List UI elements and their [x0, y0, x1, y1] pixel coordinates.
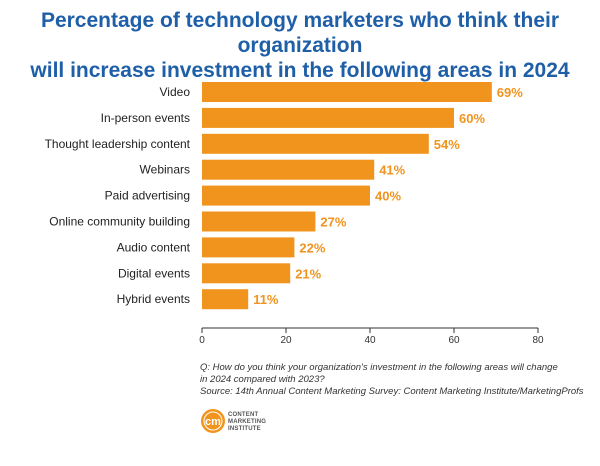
bar — [202, 107, 454, 128]
bar — [202, 237, 295, 258]
value-label: 11% — [253, 292, 279, 307]
category-label: Audio content — [117, 240, 191, 254]
value-label: 54% — [434, 137, 460, 152]
cmi-logo-wordmark: CONTENT MARKETING INSTITUTE — [228, 412, 266, 433]
x-tick-label: 0 — [199, 335, 205, 346]
bar — [202, 185, 370, 206]
category-label: Thought leadership content — [45, 137, 191, 151]
category-label: In-person events — [101, 111, 190, 125]
chart-title-line-2: will increase investment in the followin… — [30, 59, 570, 82]
category-label: Online community building — [49, 215, 190, 229]
logo-word-3: INSTITUTE — [228, 426, 261, 432]
value-label: 69% — [497, 85, 523, 100]
value-label: 21% — [295, 266, 321, 281]
cmi-logo-icon: cm — [201, 409, 225, 433]
chart-title-line-1: Percentage of technology marketers who t… — [40, 9, 560, 57]
value-label: 40% — [375, 189, 401, 204]
bar — [202, 289, 249, 310]
x-tick-label: 60 — [448, 335, 460, 346]
svg-text:cm: cm — [205, 416, 221, 428]
bar — [202, 211, 316, 232]
x-tick-label: 20 — [280, 335, 292, 346]
value-label: 60% — [459, 111, 485, 126]
bar — [202, 82, 492, 102]
chart-title: Percentage of technology marketers who t… — [0, 8, 600, 83]
x-tick-label: 80 — [532, 335, 544, 346]
value-label: 22% — [299, 240, 325, 255]
value-label: 27% — [320, 215, 346, 230]
category-label: Paid advertising — [105, 189, 190, 203]
category-label: Webinars — [140, 163, 190, 177]
source-note: Source: 14th Annual Content Marketing Su… — [200, 386, 584, 397]
category-label: Hybrid events — [117, 292, 190, 306]
x-tick-label: 40 — [364, 335, 376, 346]
value-label: 41% — [379, 163, 405, 178]
bar — [202, 263, 291, 284]
logo-word-2: MARKETING — [228, 419, 267, 425]
bar — [202, 133, 429, 154]
category-label: Digital events — [118, 266, 190, 280]
cmi-logo: cm CONTENT MARKETING INSTITUTE — [200, 408, 360, 448]
bar — [202, 159, 375, 180]
category-label: Video — [160, 85, 191, 99]
survey-question-line-1: Q: How do you think your organization's … — [200, 362, 558, 373]
bar-chart: Video 69% In-person events 60% Thought leade… — [45, 82, 544, 346]
logo-word-1: CONTENT — [228, 412, 259, 418]
survey-question-line-2: in 2024 compared with 2023? — [200, 374, 325, 385]
